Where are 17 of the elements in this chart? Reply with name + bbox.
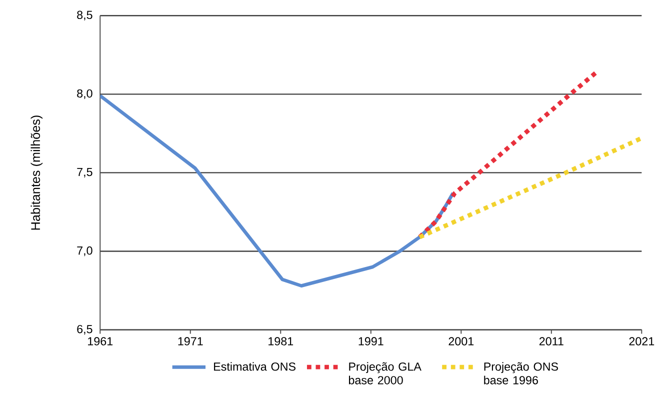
x-tick-label: 2021 [629, 337, 654, 346]
x-tick-label: 1991 [358, 337, 384, 346]
y-tick-label: 7,0 [77, 246, 92, 256]
x-tick-label: 2001 [448, 337, 474, 346]
y-tick-label: 8,0 [77, 89, 92, 99]
x-tick-label: 2011 [539, 337, 564, 346]
x-tick-label: 1961 [88, 337, 113, 346]
x-tick-label: 1981 [268, 337, 294, 346]
legend-label: Estimativa ONS [214, 362, 296, 371]
legend-label: Projeção ONS base 1996 [484, 362, 558, 384]
line-series [100, 94, 455, 288]
x-tick-label: 1971 [178, 337, 203, 346]
y-tick-label: 7,5 [77, 168, 92, 178]
y-tick-label: 6,5 [77, 325, 92, 335]
legend-label: Projeção GLA base 2000 [348, 362, 422, 384]
y-axis-title: Habitantes (milhões) [30, 116, 43, 230]
y-tick-label: 8,5 [77, 10, 92, 20]
